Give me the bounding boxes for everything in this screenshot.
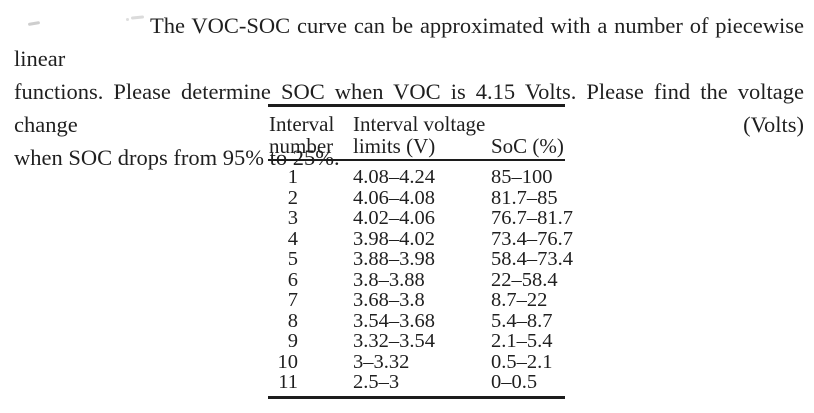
cell-soc: 81.7–85 (491, 186, 558, 209)
table-body: 1 4.08–4.24 85–100 2 4.06–4.08 81.7–85 3… (268, 160, 574, 397)
table-row: 11 2.5–3 0–0.5 (268, 372, 565, 397)
header-soc: SoC (%) (491, 105, 565, 161)
table-row: 8 3.54–3.68 5.4–8.7 (268, 309, 565, 332)
cell-voltage-limits: 3.54–3.68 (353, 309, 435, 332)
cell-soc: 0.5–2.1 (491, 350, 553, 373)
cell-soc: 8.7–22 (491, 289, 548, 311)
table-row: 2 4.06–4.08 81.7–85 (268, 186, 565, 209)
cell-interval-number: 2 (287, 186, 298, 209)
cell-voltage-limits: 4.06–4.08 (353, 186, 435, 209)
cell-soc: 5.4–8.7 (491, 309, 553, 332)
cell-interval-number: 6 (287, 268, 298, 291)
cell-soc: 0–0.5 (491, 371, 538, 393)
cell-voltage-limits: 3.68–3.8 (353, 289, 425, 311)
cell-soc: 85–100 (491, 166, 553, 188)
header-voltage-limits: Interval voltage limits (V) (353, 105, 491, 161)
cell-interval-number: 11 (278, 371, 298, 393)
table-row: 3 4.02–4.06 76.7–81.7 (268, 207, 573, 229)
cell-voltage-limits: 3–3.32 (353, 350, 410, 373)
cell-voltage-limits: 4.08–4.24 (353, 166, 435, 188)
table-row: 10 3–3.32 0.5–2.1 (268, 350, 565, 373)
table-row: 4 3.98–4.02 73.4–76.7 (268, 227, 573, 250)
voc-soc-table: Interval number Interval voltage limits … (268, 104, 574, 399)
table-row: 5 3.88–3.98 58.4–73.4 (268, 248, 573, 270)
cell-soc: 73.4–76.7 (491, 227, 573, 250)
cell-voltage-limits: 3.88–3.98 (353, 248, 435, 270)
cell-soc: 22–58.4 (491, 268, 558, 291)
table-row: 9 3.32–3.54 2.1–5.4 (268, 331, 565, 352)
cell-soc: 76.7–81.7 (491, 207, 573, 229)
cell-interval-number: 10 (277, 350, 299, 373)
cell-interval-number: 7 (287, 289, 298, 311)
header-interval-number: Interval number (268, 105, 353, 161)
cell-soc: 58.4–73.4 (491, 248, 573, 270)
table-row: 7 3.68–3.8 8.7–22 (268, 290, 565, 311)
cell-voltage-limits: 3.8–3.88 (353, 268, 425, 291)
table-row: 6 3.8–3.88 22–58.4 (268, 268, 565, 291)
cell-interval-number: 3 (287, 207, 298, 229)
cell-interval-number: 9 (287, 330, 298, 352)
cell-interval-number: 1 (287, 166, 298, 188)
table-row: 1 4.08–4.24 85–100 (268, 160, 565, 188)
cell-voltage-limits: 3.32–3.54 (353, 330, 435, 352)
cell-soc: 2.1–5.4 (491, 330, 553, 352)
scan-artifact (126, 18, 129, 21)
cell-voltage-limits: 2.5–3 (353, 371, 400, 393)
cell-interval-number: 5 (287, 248, 298, 270)
cell-voltage-limits: 4.02–4.06 (353, 207, 435, 229)
table-header-row: Interval number Interval voltage limits … (268, 105, 565, 161)
table-head: Interval number Interval voltage limits … (268, 105, 565, 161)
cell-voltage-limits: 3.98–4.02 (353, 227, 435, 250)
problem-line-1: The VOC-SOC curve can be approximated wi… (14, 13, 804, 71)
cell-interval-number: 4 (287, 227, 298, 250)
cell-interval-number: 8 (287, 309, 298, 332)
